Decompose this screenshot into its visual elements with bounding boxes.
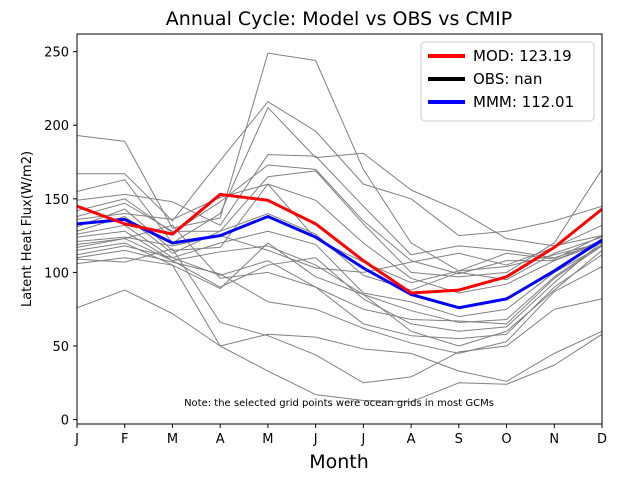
main-series-lines (77, 192, 602, 310)
cmip-series-line (77, 249, 602, 354)
cmip-series-line (77, 154, 602, 259)
x-axis-label: Month (309, 451, 369, 473)
cmip-series-line (77, 52, 602, 272)
y-tick-label: 200 (44, 119, 69, 134)
x-tick-label: M (167, 432, 178, 447)
y-tick-label: 0 (61, 414, 69, 429)
cmip-series-line (77, 289, 602, 403)
cmip-series-line (77, 257, 602, 382)
y-tick-label: 250 (44, 46, 69, 61)
y-axis-label: Latent Heat Flux(W/m2) (20, 151, 35, 307)
cmip-series-line (77, 101, 602, 237)
x-tick-label: N (549, 432, 559, 447)
cmip-series-line (77, 245, 602, 340)
x-tick-label: D (597, 432, 607, 447)
legend-label: MMM: 112.01 (473, 93, 574, 111)
cmip-series-line (77, 224, 602, 318)
cmip-series-line (77, 213, 602, 291)
chart-title: Annual Cycle: Model vs OBS vs CMIP (166, 8, 512, 30)
cmip-series-line (77, 242, 602, 347)
x-tick-label: A (407, 432, 416, 447)
y-tick-label: 50 (52, 340, 69, 355)
ocean-grid-note: Note: the selected grid points were ocea… (184, 398, 494, 409)
cmip-series-line (77, 183, 602, 284)
x-tick-label: S (455, 432, 463, 447)
cmip-model-lines (77, 52, 602, 403)
x-tick-label: O (501, 432, 511, 447)
cmip-series-line (77, 230, 602, 323)
cmip-series-line (77, 248, 602, 384)
legend-label: OBS: nan (473, 70, 542, 88)
x-tick-label: M (262, 432, 273, 447)
plot-area-frame (76, 33, 603, 425)
legend-label: MOD: 123.19 (473, 47, 572, 65)
y-tick-label: 150 (44, 193, 69, 208)
legend: MOD: 123.19 OBS: nan MMM: 112.01 (420, 41, 595, 122)
cmip-series-line (77, 238, 602, 332)
cmip-series-line (77, 224, 602, 273)
y-tick-label: 100 (44, 266, 69, 281)
cmip-series-line (77, 169, 602, 278)
x-tick-label: F (121, 432, 128, 447)
y-axis-ticks: 0 50 100 150 200 250 (44, 46, 77, 429)
x-tick-label: J (74, 432, 79, 447)
x-tick-label: J (313, 432, 318, 447)
cmip-series-line (77, 107, 602, 247)
mmm-series-line (77, 214, 602, 310)
x-tick-label: A (216, 432, 225, 447)
cmip-series-line (77, 183, 602, 294)
mod-series-line (77, 192, 602, 295)
x-tick-label: J (360, 432, 365, 447)
cmip-series-line (77, 224, 602, 325)
